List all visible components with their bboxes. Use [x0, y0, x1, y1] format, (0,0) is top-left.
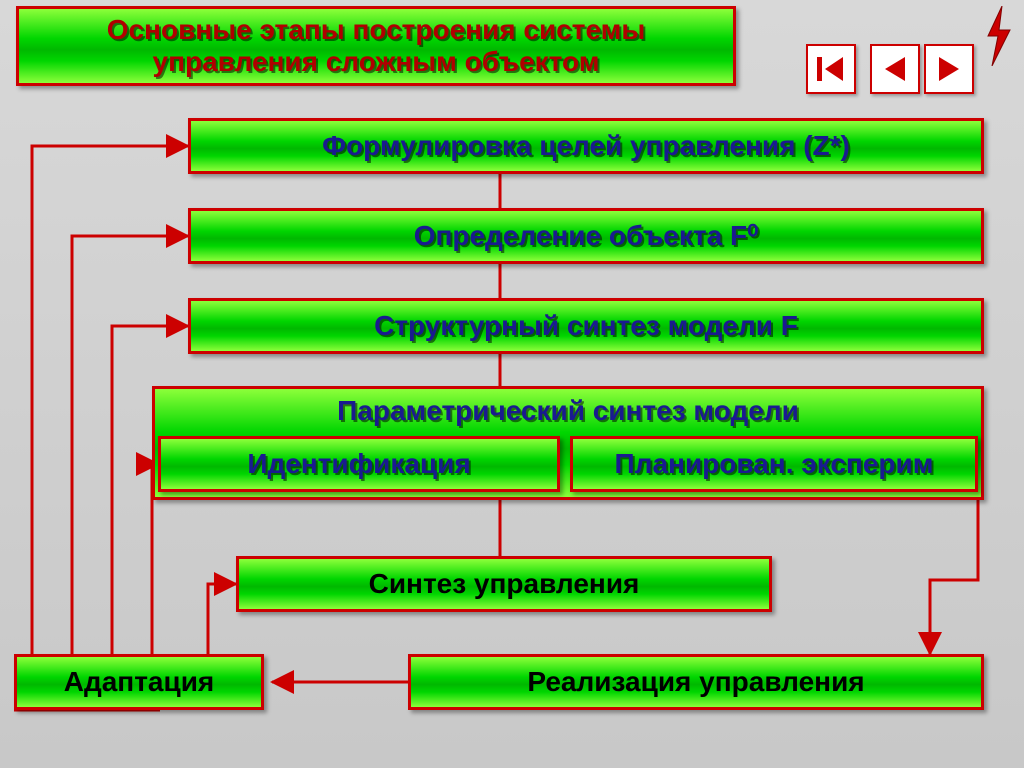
lightning-icon: [984, 6, 1014, 66]
nav-prev-button[interactable]: [870, 44, 920, 94]
box-b1: Формулировка целей управления (Z*) Форму…: [188, 118, 984, 174]
connector-layer: [0, 0, 1024, 768]
title-box: Основные этапы построения системы управл…: [16, 6, 736, 86]
box-b2: Определение объекта F⁰ Определение объек…: [188, 208, 984, 264]
box-b3-label: Структурный синтез модели F Структурный …: [374, 310, 798, 342]
nav-next-button[interactable]: [924, 44, 974, 94]
box-b6-label: Адаптация: [64, 666, 215, 698]
edge-b6-b5: [208, 584, 236, 654]
box-b4a: Идентификация Идентификация: [158, 436, 560, 492]
box-b4-label: Параметрический синтез модели Параметрич…: [337, 395, 799, 427]
box-b4b-label: Планирован. эксперим Планирован. экспери…: [615, 448, 934, 480]
diagram-stage: Основные этапы построения системы управл…: [0, 0, 1024, 768]
nav-first-button[interactable]: [806, 44, 856, 94]
box-b5-label: Синтез управления: [369, 568, 640, 600]
box-b7-label: Реализация управления: [527, 666, 864, 698]
arrow-right-icon: [937, 57, 961, 81]
edge-b6-b3: [112, 326, 188, 682]
box-b7: Реализация управления: [408, 654, 984, 710]
box-b6: Адаптация: [14, 654, 264, 710]
box-b4a-label: Идентификация Идентификация: [247, 448, 470, 480]
edge-b4b-b7: [930, 500, 978, 654]
skip-back-icon: [817, 57, 845, 81]
box-b5: Синтез управления: [236, 556, 772, 612]
box-b1-label: Формулировка целей управления (Z*) Форму…: [322, 130, 850, 162]
title-text: Основные этапы построения системы управл…: [29, 14, 723, 78]
box-b3: Структурный синтез модели F Структурный …: [188, 298, 984, 354]
box-b2-label: Определение объекта F⁰ Определение объек…: [414, 220, 759, 252]
arrow-left-icon: [883, 57, 907, 81]
box-b4b: Планирован. эксперим Планирован. экспери…: [570, 436, 978, 492]
